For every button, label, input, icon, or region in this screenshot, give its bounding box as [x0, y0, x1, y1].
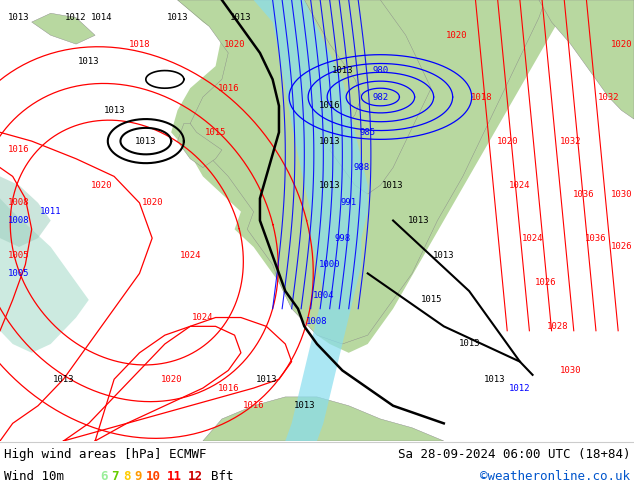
Text: 12: 12 — [188, 469, 203, 483]
Text: 1032: 1032 — [560, 137, 581, 146]
Text: 1024: 1024 — [522, 234, 543, 243]
Text: 1013: 1013 — [53, 375, 74, 384]
Text: 1013: 1013 — [167, 13, 188, 22]
Text: 1024: 1024 — [179, 251, 201, 260]
Text: 1012: 1012 — [509, 384, 531, 392]
Polygon shape — [32, 13, 95, 44]
Text: 1020: 1020 — [91, 181, 112, 190]
Text: 1004: 1004 — [313, 291, 334, 300]
Text: 1013: 1013 — [103, 106, 125, 115]
Text: 1013: 1013 — [230, 13, 252, 22]
Text: 1020: 1020 — [141, 198, 163, 207]
Text: 1013: 1013 — [332, 66, 353, 75]
Text: Wind 10m: Wind 10m — [4, 469, 64, 483]
Text: 9: 9 — [134, 469, 142, 483]
Text: 1020: 1020 — [446, 31, 467, 40]
Text: 982: 982 — [372, 93, 389, 101]
Text: 11: 11 — [167, 469, 182, 483]
Text: 1013: 1013 — [382, 181, 404, 190]
Polygon shape — [0, 198, 89, 353]
Polygon shape — [304, 0, 431, 194]
Text: 991: 991 — [340, 198, 357, 207]
Text: 1018: 1018 — [471, 93, 493, 101]
Text: 1011: 1011 — [40, 207, 61, 216]
Text: 1016: 1016 — [8, 146, 30, 154]
Text: 1008: 1008 — [8, 198, 30, 207]
Text: 1020: 1020 — [611, 40, 632, 49]
Text: 1024: 1024 — [192, 313, 214, 322]
Polygon shape — [0, 176, 51, 247]
Text: 1013: 1013 — [408, 216, 429, 225]
Text: 1020: 1020 — [224, 40, 245, 49]
Text: 1036: 1036 — [585, 234, 607, 243]
Polygon shape — [178, 123, 222, 168]
Text: 1024: 1024 — [509, 181, 531, 190]
Text: 1036: 1036 — [573, 190, 594, 198]
Text: 1016: 1016 — [243, 401, 264, 410]
Text: 1016: 1016 — [217, 384, 239, 392]
Text: 1000: 1000 — [319, 260, 340, 269]
Text: 1008: 1008 — [8, 216, 30, 225]
Text: High wind areas [hPa] ECMWF: High wind areas [hPa] ECMWF — [4, 447, 207, 461]
Text: 1014: 1014 — [91, 13, 112, 22]
Text: 1013: 1013 — [135, 137, 157, 146]
Text: 8: 8 — [123, 469, 131, 483]
Text: 10: 10 — [146, 469, 161, 483]
Text: 7: 7 — [112, 469, 119, 483]
Text: 1020: 1020 — [496, 137, 518, 146]
Text: 1015: 1015 — [205, 128, 226, 137]
Text: ©weatheronline.co.uk: ©weatheronline.co.uk — [480, 469, 630, 483]
Text: 1026: 1026 — [534, 278, 556, 287]
Text: 1015: 1015 — [420, 295, 442, 304]
Text: 1030: 1030 — [560, 366, 581, 375]
Text: 1016: 1016 — [319, 101, 340, 110]
Polygon shape — [254, 0, 368, 441]
Text: 1020: 1020 — [160, 375, 182, 384]
Text: 1013: 1013 — [319, 137, 340, 146]
Text: 1026: 1026 — [611, 243, 632, 251]
Text: 6: 6 — [100, 469, 108, 483]
Text: 1012: 1012 — [65, 13, 87, 22]
Text: 1005: 1005 — [8, 269, 30, 278]
Polygon shape — [171, 0, 571, 353]
Text: 980: 980 — [372, 66, 389, 75]
Text: 1013: 1013 — [319, 181, 340, 190]
Polygon shape — [539, 0, 634, 119]
Text: 1030: 1030 — [611, 190, 632, 198]
Text: 1013: 1013 — [458, 340, 480, 348]
Text: Bft: Bft — [211, 469, 233, 483]
Text: 1005: 1005 — [8, 251, 30, 260]
Text: 1013: 1013 — [433, 251, 455, 260]
Polygon shape — [178, 0, 545, 344]
Polygon shape — [203, 397, 444, 441]
Text: 1013: 1013 — [294, 401, 315, 410]
Text: 1016: 1016 — [217, 84, 239, 93]
Text: 998: 998 — [334, 234, 351, 243]
Text: 1013: 1013 — [256, 375, 277, 384]
Text: 1028: 1028 — [547, 322, 569, 331]
Text: 1032: 1032 — [598, 93, 619, 101]
Text: 1013: 1013 — [78, 57, 100, 66]
Text: 985: 985 — [359, 128, 376, 137]
Text: 1013: 1013 — [8, 13, 30, 22]
Text: 1018: 1018 — [129, 40, 150, 49]
Text: 988: 988 — [353, 163, 370, 172]
Text: 1008: 1008 — [306, 318, 328, 326]
Text: 1013: 1013 — [484, 375, 505, 384]
Text: Sa 28-09-2024 06:00 UTC (18+84): Sa 28-09-2024 06:00 UTC (18+84) — [398, 447, 630, 461]
